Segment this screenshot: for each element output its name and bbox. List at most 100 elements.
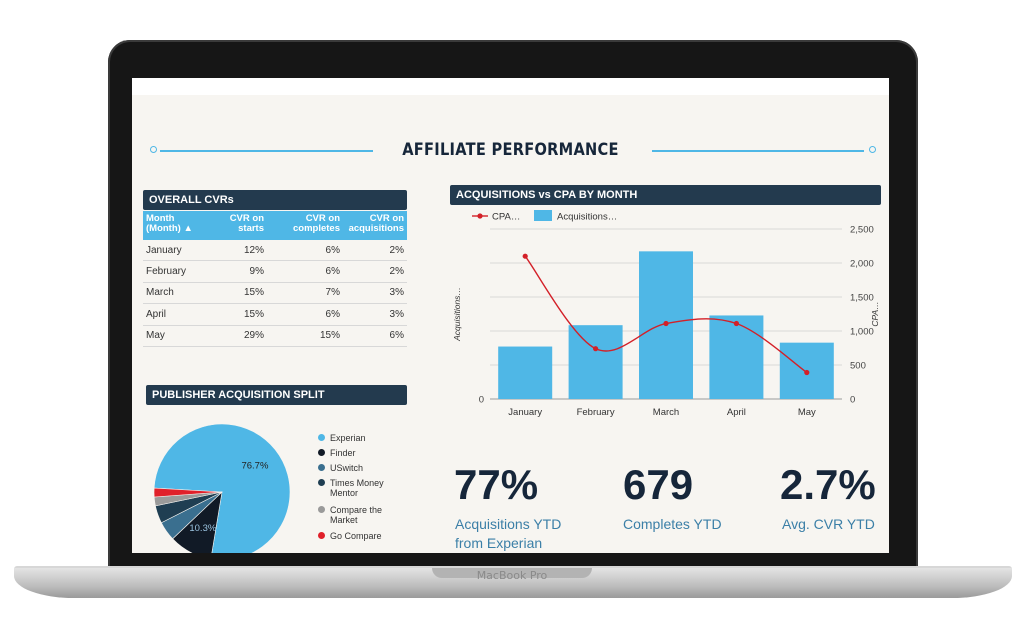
column-header-cvr-completes[interactable]: CVR on completes: [267, 211, 343, 240]
y2-tick-label: 1,500: [850, 293, 874, 304]
cvr-table-title: OVERALL CVRs: [143, 190, 407, 210]
x-tick-label: April: [727, 407, 746, 418]
combo-chart-title: ACQUISITIONS vs CPA BY MONTH: [450, 185, 881, 205]
cell-starts: 9%: [209, 260, 267, 283]
cvr-table-header-row: Month (Month) ▲ CVR on starts CVR on com…: [143, 211, 407, 240]
cell-starts: 29%: [209, 325, 267, 347]
y2-tick-label: 1,000: [850, 327, 874, 338]
cpa-point: [663, 320, 669, 327]
y2-axis-label: CPA…: [870, 301, 880, 326]
page-title: AFFILIATE PERFORMANCE: [402, 140, 619, 160]
table-row: May 29% 15% 6%: [143, 325, 407, 347]
legend-acquisitions-swatch: [534, 210, 552, 221]
y2-tick-label: 2,500: [850, 225, 874, 236]
y2-tick-label: 2,000: [850, 259, 874, 270]
bar: [498, 346, 553, 399]
pie-data-label: 10.3%: [189, 523, 216, 534]
cell-completes: 6%: [267, 303, 343, 326]
legend-label: Finder: [330, 448, 356, 458]
cell-month: February: [143, 260, 209, 283]
legend-swatch: [318, 434, 325, 441]
cell-starts: 15%: [209, 282, 267, 305]
acquisitions-cpa-chart: 0 500 1,000 1,500 2,000 2,500 0 January February…: [452, 210, 880, 418]
table-row: March 15% 7% 3%: [143, 282, 407, 305]
cell-starts: 15%: [209, 303, 267, 326]
publisher-pie-chart: 76.7% 10.3%: [153, 423, 291, 553]
cell-acquisitions: 3%: [343, 282, 407, 305]
legend-swatch: [318, 449, 325, 456]
legend-label: Times Money Mentor: [330, 478, 384, 498]
legend-item[interactable]: Go Compare: [318, 531, 382, 541]
screen-top-bar: [132, 78, 889, 95]
header-left-line: [160, 150, 373, 152]
kpi-label-completes: Completes YTD: [623, 516, 722, 532]
column-header-cvr-acquisitions[interactable]: CVR on acquisitions: [343, 211, 407, 240]
header-right-circle: [869, 146, 876, 153]
column-header-month[interactable]: Month (Month) ▲: [143, 211, 209, 240]
kpi-value-acquisitions: 77%: [454, 461, 539, 508]
header-left-circle: [150, 146, 157, 153]
bar: [568, 325, 623, 399]
kpi-label-line: from Experian: [455, 535, 543, 551]
legend-acquisitions-label: Acquisitions…: [557, 212, 617, 223]
cell-month: March: [143, 282, 209, 305]
legend-item[interactable]: Experian: [318, 433, 366, 443]
dashboard-screen: AFFILIATE PERFORMANCE OVERALL CVRs Month…: [132, 78, 889, 553]
cvr-table: Month (Month) ▲ CVR on starts CVR on com…: [143, 211, 407, 347]
cpa-point: [733, 320, 739, 327]
legend-swatch: [318, 464, 325, 471]
legend-label: USwitch: [330, 463, 364, 473]
legend-item[interactable]: Times Money Mentor: [318, 478, 388, 498]
x-tick-label: May: [798, 407, 816, 418]
legend-cpa-label: CPA…: [492, 212, 520, 223]
x-tick-label: January: [508, 407, 542, 418]
cpa-point: [593, 346, 599, 352]
cell-acquisitions: 3%: [343, 303, 407, 326]
column-header-cvr-starts[interactable]: CVR on starts: [209, 211, 267, 240]
publisher-split-title: PUBLISHER ACQUISITION SPLIT: [146, 385, 407, 405]
cell-completes: 6%: [267, 240, 343, 262]
cell-completes: 15%: [267, 325, 343, 347]
kpi-label-cvr: Avg. CVR YTD: [782, 516, 875, 532]
table-row: April 15% 6% 3%: [143, 303, 407, 326]
cpa-point: [804, 369, 810, 376]
cell-month: January: [143, 240, 209, 262]
legend-item[interactable]: Finder: [318, 448, 356, 458]
kpi-label-acquisitions: Acquisitions YTD from Experian: [455, 515, 561, 553]
legend-label: Experian: [330, 433, 366, 443]
bar: [709, 315, 764, 399]
legend-swatch: [318, 532, 325, 539]
y2-tick-label: 500: [850, 361, 866, 372]
cell-month: April: [143, 303, 209, 326]
cell-completes: 6%: [267, 260, 343, 283]
y2-tick-label: 0: [850, 395, 855, 406]
cell-month: May: [143, 325, 209, 347]
legend-item[interactable]: USwitch: [318, 463, 363, 473]
pie-slice: [153, 423, 291, 553]
legend-swatch: [318, 506, 325, 513]
pie-slice: [153, 487, 223, 498]
device-brand-label: MacBook Pro: [476, 569, 548, 582]
cell-acquisitions: 2%: [343, 260, 407, 283]
table-row: February 9% 6% 2%: [143, 260, 407, 283]
y-tick-label: 0: [479, 395, 484, 406]
x-tick-label: March: [653, 407, 679, 418]
cell-acquisitions: 2%: [343, 240, 407, 262]
kpi-label-line: Acquisitions YTD: [455, 516, 562, 532]
pie-data-label: 76.7%: [241, 461, 268, 472]
laptop-notch: [432, 568, 592, 578]
legend-label: Compare the Market: [330, 505, 383, 525]
legend-cpa-dot: [477, 213, 483, 219]
table-row: January 12% 6% 2%: [143, 240, 407, 262]
x-tick-label: February: [577, 407, 615, 418]
cpa-point: [522, 253, 528, 259]
legend-swatch: [318, 479, 325, 486]
cell-completes: 7%: [267, 282, 343, 305]
y-axis-label: Acquisitions…: [452, 287, 462, 342]
cell-starts: 12%: [209, 240, 267, 262]
legend-item[interactable]: Compare the Market: [318, 505, 388, 525]
legend-label: Go Compare: [330, 531, 382, 541]
header-right-line: [652, 150, 864, 152]
kpi-value-cvr: 2.7%: [780, 461, 876, 508]
kpi-value-completes: 679: [623, 461, 694, 508]
